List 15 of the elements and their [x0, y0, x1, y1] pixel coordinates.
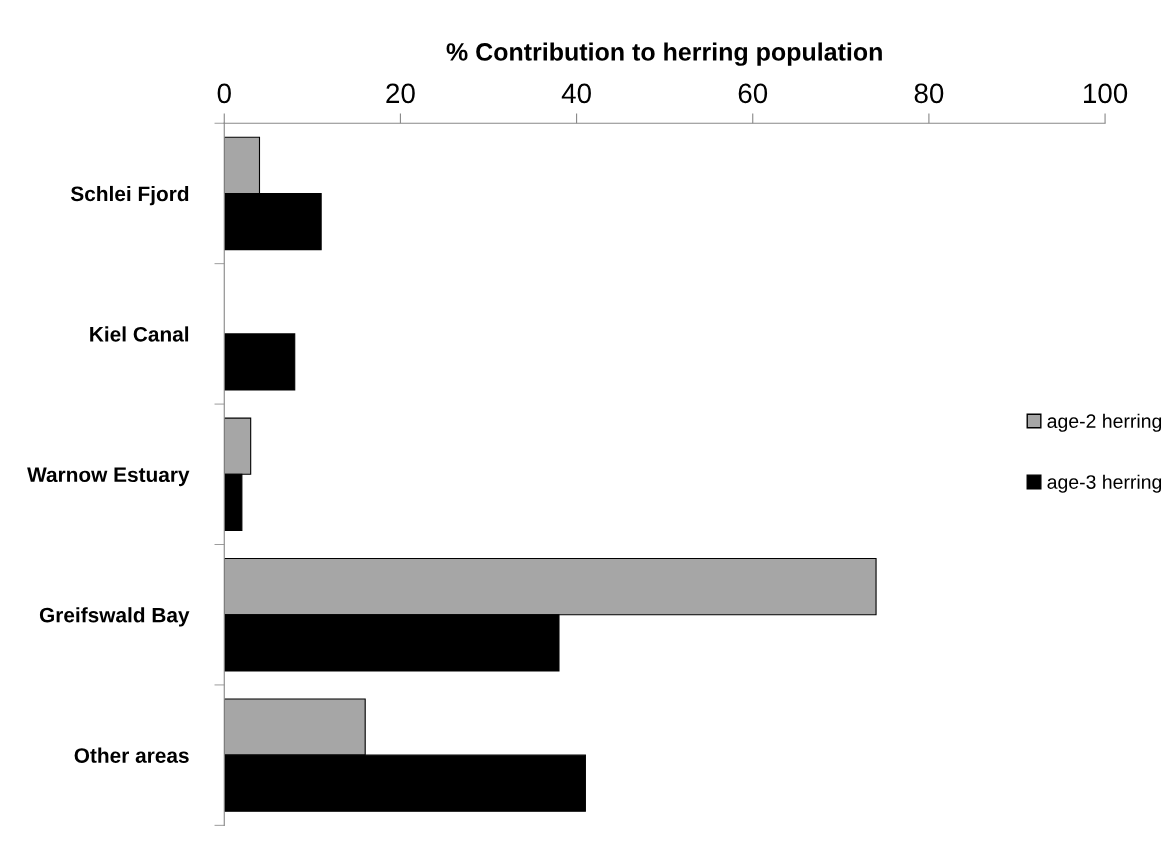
- x-tick-label: 80: [914, 83, 944, 104]
- x-tick-label: 60: [738, 83, 768, 104]
- y-tick-label: Greifswald Bay: [39, 607, 190, 627]
- x-axis-title: % Contribution to herring population: [446, 42, 882, 66]
- x-tick-label: 0: [217, 83, 231, 104]
- y-tick-label: Schlei Fjord: [70, 185, 189, 206]
- x-tick-label: 100: [1084, 83, 1128, 104]
- y-tick-label: Warnow Estuary: [27, 467, 190, 487]
- y-tick-label: Other areas: [74, 747, 189, 763]
- y-tick-label: Kiel Canal: [90, 326, 189, 342]
- x-tick-label: 20: [386, 83, 415, 104]
- x-tick-label: 40: [561, 83, 591, 104]
- legend-label: age-3 herring: [1047, 474, 1162, 493]
- bar: [224, 333, 296, 391]
- legend-label: age-2 herring: [1047, 413, 1162, 432]
